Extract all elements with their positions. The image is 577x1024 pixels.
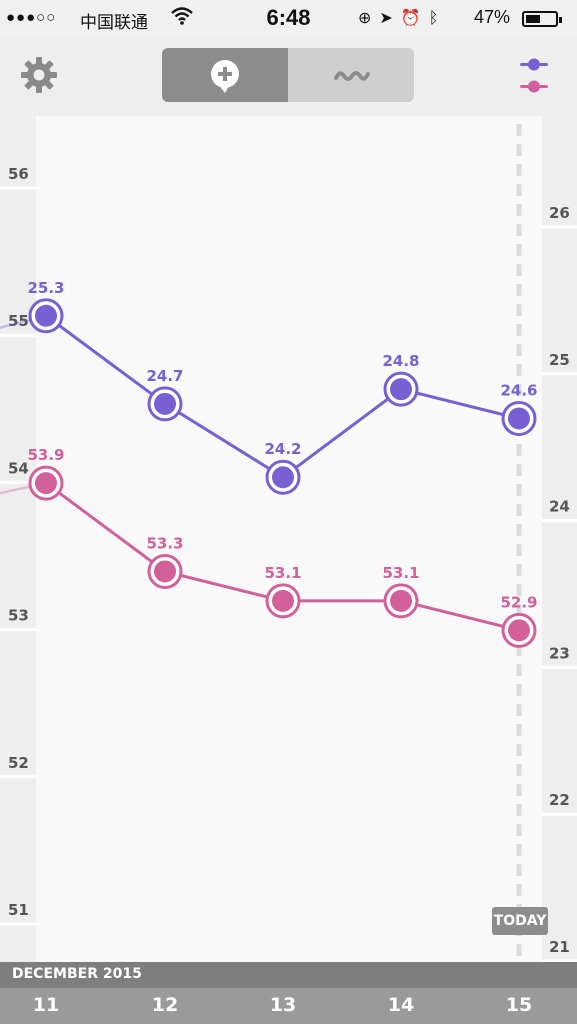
data-label: 53.3	[146, 534, 183, 552]
status-icons: ⊕➤⏰ᛒ	[358, 8, 446, 28]
right-tick-label: 22	[549, 791, 570, 809]
location-icon: ➤	[379, 10, 401, 27]
right-axis-band	[542, 116, 577, 962]
day-axis: 11 12 13 14 15	[0, 988, 577, 1024]
data-label: 24.2	[264, 440, 301, 458]
settings-button[interactable]	[20, 56, 58, 94]
day-label[interactable]: 15	[505, 994, 533, 1016]
data-label: 53.9	[27, 446, 64, 464]
day-label[interactable]: 13	[269, 994, 297, 1016]
bluetooth-icon: ᛒ	[428, 10, 447, 27]
point-dot	[35, 472, 57, 495]
carrier-name: 中国联通	[80, 13, 148, 32]
month-label: DECEMBER 2015	[12, 966, 142, 982]
point-dot	[154, 560, 176, 583]
left-tick-label: 55	[8, 312, 29, 330]
data-label: 53.1	[264, 564, 301, 582]
point-dot	[390, 378, 412, 401]
right-tick-label: 26	[549, 204, 570, 222]
clock: 6:48	[266, 5, 311, 30]
data-point[interactable]: 24.2	[264, 440, 302, 495]
point-dot	[154, 392, 176, 415]
day-label[interactable]: 14	[387, 994, 415, 1016]
series-filter-button[interactable]	[516, 56, 552, 96]
signal-strength: ●●●○○	[6, 9, 57, 26]
data-point[interactable]: 25.3	[27, 279, 65, 334]
left-tick-label: 52	[8, 754, 29, 772]
plot-area	[36, 116, 542, 962]
right-tick-label: 25	[549, 351, 570, 369]
data-point[interactable]: 53.9	[27, 446, 65, 501]
left-tick-label: 54	[8, 459, 29, 477]
day-label[interactable]: 11	[32, 994, 60, 1016]
series-layer: 25.3 24.7 24.2 24.8 24.6 53.9 53.3 53.1 53.1 52.9	[0, 279, 538, 648]
left-axis-band	[0, 116, 36, 962]
data-point[interactable]: 52.9	[500, 593, 538, 648]
right-axis-labels: 26 25 24 23 22 21	[549, 204, 570, 956]
two-sliders-icon	[520, 58, 548, 93]
data-label: 24.7	[146, 367, 183, 385]
data-label: 24.8	[382, 352, 419, 370]
right-tick-label: 23	[549, 644, 570, 662]
month-bar: DECEMBER 2015	[0, 962, 577, 988]
data-point[interactable]: 24.6	[500, 382, 538, 437]
right-tick-label: 24	[549, 498, 570, 516]
rotation-lock-icon: ⊕	[358, 10, 380, 27]
left-tick-label: 51	[8, 901, 29, 919]
day-label[interactable]: 12	[151, 994, 179, 1016]
data-point[interactable]: 53.1	[264, 564, 302, 619]
data-label: 25.3	[27, 279, 64, 297]
segment-add-entry[interactable]	[162, 48, 288, 102]
data-point[interactable]: 53.3	[146, 534, 184, 589]
data-point[interactable]: 24.7	[146, 367, 184, 422]
right-tick-label: 21	[549, 938, 570, 956]
data-label: 52.9	[500, 593, 537, 611]
point-dot	[508, 619, 530, 642]
view-segmented-control	[162, 48, 414, 102]
battery-icon	[522, 11, 562, 27]
left-tick-label: 53	[8, 607, 29, 625]
point-dot	[508, 407, 530, 430]
data-point[interactable]: 53.1	[382, 564, 420, 619]
left-axis-labels: 56 55 54 53 52 51	[8, 165, 29, 919]
alarm-icon: ⏰	[400, 10, 429, 27]
battery-percent: 47%	[474, 7, 511, 27]
dual-axis-line-chart: 56 55 54 53 52 51 26 25 24 23 22 21 25.3 24.7 24.2 24…	[0, 116, 577, 962]
today-badge[interactable]: TODAY	[492, 907, 548, 935]
status-bar: ●●●○○ 中国联通 6:48 ⊕➤⏰ᛒ 47%	[0, 0, 577, 38]
gear-icon	[21, 57, 57, 93]
point-dot	[272, 589, 294, 612]
data-point[interactable]: 24.8	[382, 352, 420, 407]
point-dot	[272, 466, 294, 489]
gridlines	[0, 186, 577, 962]
point-dot	[35, 304, 57, 327]
wifi-icon	[170, 6, 194, 31]
left-tick-label: 56	[8, 165, 29, 183]
wave-icon	[334, 71, 370, 81]
add-bubble-icon	[211, 60, 239, 93]
data-label: 53.1	[382, 564, 419, 582]
segment-trend[interactable]	[288, 48, 414, 102]
point-dot	[390, 589, 412, 612]
data-label: 24.6	[500, 382, 537, 400]
